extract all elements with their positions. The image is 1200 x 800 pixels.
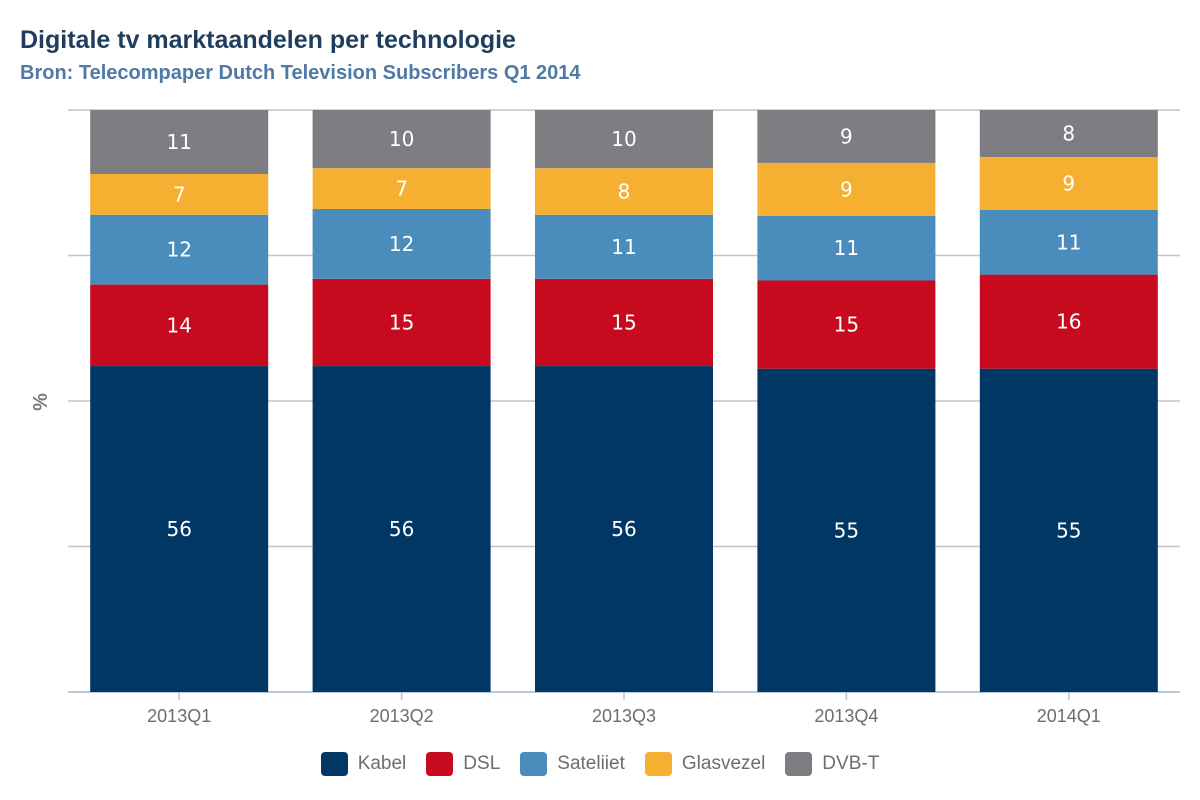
x-tick-label: 2014Q1: [1037, 706, 1101, 726]
x-tick-label: 2013Q1: [147, 706, 211, 726]
data-label: 7: [395, 177, 408, 201]
data-label: 8: [618, 179, 631, 203]
bar-segment-glasvezel: [312, 168, 491, 209]
legend-item-glasvezel: Glasvezel: [644, 752, 766, 776]
data-label: 15: [389, 310, 414, 334]
bar-segment-dsl: [757, 280, 936, 369]
data-label: 15: [611, 310, 636, 334]
bar-segment-sateliiet: [757, 215, 936, 281]
legend-label: Kabel: [357, 753, 407, 774]
chart-subtitle: Bron: Telecompaper Dutch Television Subs…: [20, 62, 581, 84]
y-axis-label: %: [30, 393, 52, 411]
bar-segment-dvb-t: [90, 110, 269, 175]
data-label: 11: [834, 236, 859, 260]
data-label: 9: [840, 177, 853, 201]
bar-segment-dvb-t: [535, 110, 713, 169]
bar-segment-sateliiet: [535, 214, 713, 279]
bar-segment-glasvezel: [979, 157, 1158, 210]
bar-segment-dsl: [90, 284, 269, 367]
data-label: 11: [611, 235, 636, 259]
bar-segment-dvb-t: [312, 110, 491, 169]
bar-segment-sateliiet: [979, 209, 1158, 275]
bar-segment-dsl: [535, 278, 713, 367]
bar-segment-dsl: [312, 278, 491, 367]
legend-swatch: [426, 752, 454, 776]
bar-segment-glasvezel: [535, 168, 713, 215]
legend-label: DVB-T: [822, 753, 880, 774]
data-label: 15: [834, 313, 859, 337]
data-label: 55: [1056, 518, 1081, 542]
bar-segment-dvb-t: [757, 110, 936, 163]
data-label: 12: [166, 238, 191, 262]
legend: Kabel DSL Sateliiet Glasvezel DVB-T: [0, 752, 1200, 776]
data-label: 55: [834, 518, 859, 542]
data-label: 9: [1062, 171, 1075, 195]
bar-segment-sateliiet: [312, 208, 491, 279]
data-label: 8: [1062, 122, 1075, 146]
data-label: 56: [611, 517, 636, 541]
legend-item-kabel: Kabel: [320, 752, 407, 776]
data-label: 11: [1056, 230, 1081, 254]
data-label: 56: [389, 517, 414, 541]
data-label: 14: [166, 313, 191, 337]
legend-item-sateliiet: Sateliiet: [520, 752, 625, 776]
data-label: 12: [389, 232, 414, 256]
bar-segment-kabel: [535, 366, 713, 692]
bar-segment-dsl: [979, 274, 1158, 369]
x-tick-label: 2013Q4: [814, 706, 878, 726]
data-label: 56: [166, 517, 191, 541]
data-label: 9: [840, 124, 853, 148]
bar-segment-kabel: [312, 366, 491, 692]
bar-segment-kabel: [90, 366, 269, 692]
x-tick-label: 2013Q2: [370, 706, 434, 726]
legend-label: Glasvezel: [681, 753, 766, 774]
chart-title: Digitale tv marktaandelen per technologi…: [20, 26, 516, 54]
data-label: 7: [173, 182, 186, 206]
data-label: 16: [1056, 310, 1081, 334]
legend-swatch: [785, 752, 813, 776]
legend-swatch: [520, 752, 548, 776]
legend-item-dsl: DSL: [426, 752, 500, 776]
data-label: 11: [166, 130, 191, 154]
bar-segment-kabel: [757, 368, 936, 692]
x-tick-label: 2013Q3: [592, 706, 656, 726]
data-label: 10: [389, 127, 414, 151]
legend-label: Sateliiet: [557, 753, 625, 774]
legend-item-dvb-t: DVB-T: [785, 752, 879, 776]
bar-segment-kabel: [979, 368, 1158, 692]
bar-segment-glasvezel: [757, 162, 936, 216]
legend-label: DSL: [463, 753, 501, 774]
bar-segment-glasvezel: [90, 174, 269, 215]
data-label: 10: [611, 127, 636, 151]
bar-segment-sateliiet: [90, 214, 269, 285]
legend-swatch: [644, 752, 672, 776]
bar-segment-dvb-t: [979, 110, 1158, 158]
legend-swatch: [320, 752, 348, 776]
